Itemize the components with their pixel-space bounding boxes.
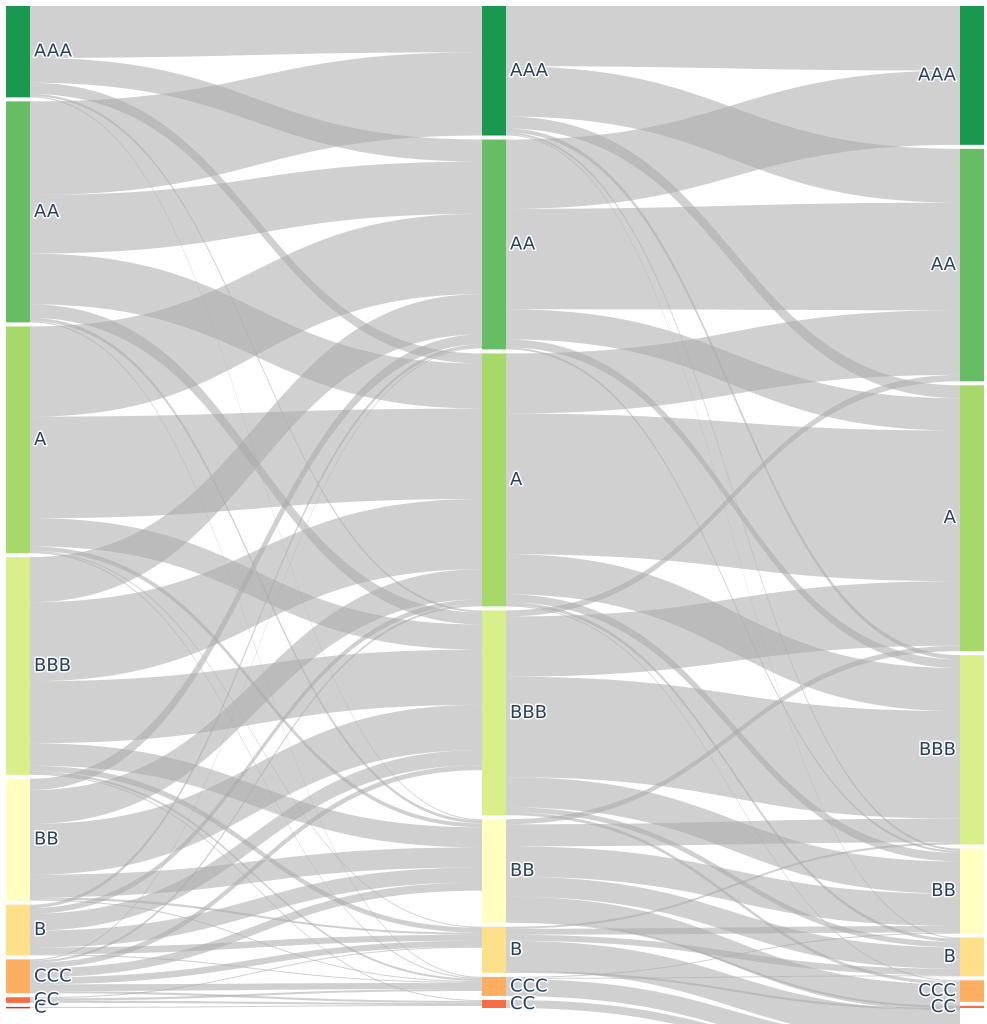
node-col0-CC[interactable] (6, 997, 30, 1003)
node-col2-B[interactable] (960, 938, 984, 977)
node-col0-AAA[interactable] (6, 6, 30, 97)
node-col2-BB[interactable] (960, 849, 984, 934)
node-col1-CCC[interactable] (482, 977, 506, 996)
node-col2-CC[interactable] (960, 1006, 984, 1008)
node-col1-BBB[interactable] (482, 610, 506, 815)
node-label-col0-AAA: AAA (34, 41, 73, 62)
node-label-col2-B: B (944, 946, 956, 967)
node-col0-BB[interactable] (6, 779, 30, 901)
node-col2-A[interactable] (960, 385, 984, 651)
link-0-C-to-CC[interactable] (30, 1005, 482, 1008)
node-label-col1-A: A (510, 469, 523, 490)
node-label-col1-BB: BB (510, 860, 535, 881)
node-label-col2-AAA: AAA (918, 64, 957, 85)
link-1-BB-to-BBB[interactable] (506, 819, 960, 847)
node-col1-AAA[interactable] (482, 6, 506, 136)
node-label-col2-BB: BB (931, 880, 956, 901)
link-1-AAA-to-AAA[interactable] (506, 6, 960, 71)
node-col1-BB[interactable] (482, 819, 506, 922)
node-col2-AA[interactable] (960, 149, 984, 381)
node-label-col0-A: A (34, 429, 47, 450)
node-col1-B[interactable] (482, 927, 506, 973)
node-label-col2-A: A (944, 507, 957, 528)
node-label-col2-CC: CC (931, 996, 956, 1017)
link-0-AAA-to-AAA[interactable] (30, 6, 482, 58)
node-label-col0-C: C (34, 996, 47, 1017)
node-col0-BBB[interactable] (6, 557, 30, 775)
node-col0-A[interactable] (6, 326, 30, 553)
node-col2-CCC[interactable] (960, 980, 984, 1002)
node-label-col2-AA: AA (931, 254, 957, 275)
node-col2-AAA[interactable] (960, 6, 984, 145)
node-label-col0-CCC: CCC (34, 965, 72, 986)
node-label-col0-BB: BB (34, 829, 59, 850)
node-label-col1-AAA: AAA (510, 60, 549, 81)
node-label-col0-AA: AA (34, 201, 60, 222)
node-col0-B[interactable] (6, 905, 30, 956)
node-label-col1-BBB: BBB (510, 702, 547, 723)
node-label-col1-AA: AA (510, 233, 536, 254)
node-col0-AA[interactable] (6, 101, 30, 322)
node-col0-C[interactable] (6, 1007, 30, 1009)
node-label-col1-B: B (510, 939, 522, 960)
node-label-col2-BBB: BBB (919, 739, 956, 760)
node-col2-BBB[interactable] (960, 655, 984, 844)
node-label-col1-CC: CC (510, 993, 535, 1014)
node-col1-AA[interactable] (482, 140, 506, 350)
node-col1-CC[interactable] (482, 1000, 506, 1008)
node-col0-CCC[interactable] (6, 959, 30, 993)
node-label-col0-B: B (34, 919, 46, 940)
node-col1-A[interactable] (482, 353, 506, 606)
node-label-col0-BBB: BBB (34, 655, 71, 676)
link-1-AA-to-AA[interactable] (506, 203, 960, 311)
